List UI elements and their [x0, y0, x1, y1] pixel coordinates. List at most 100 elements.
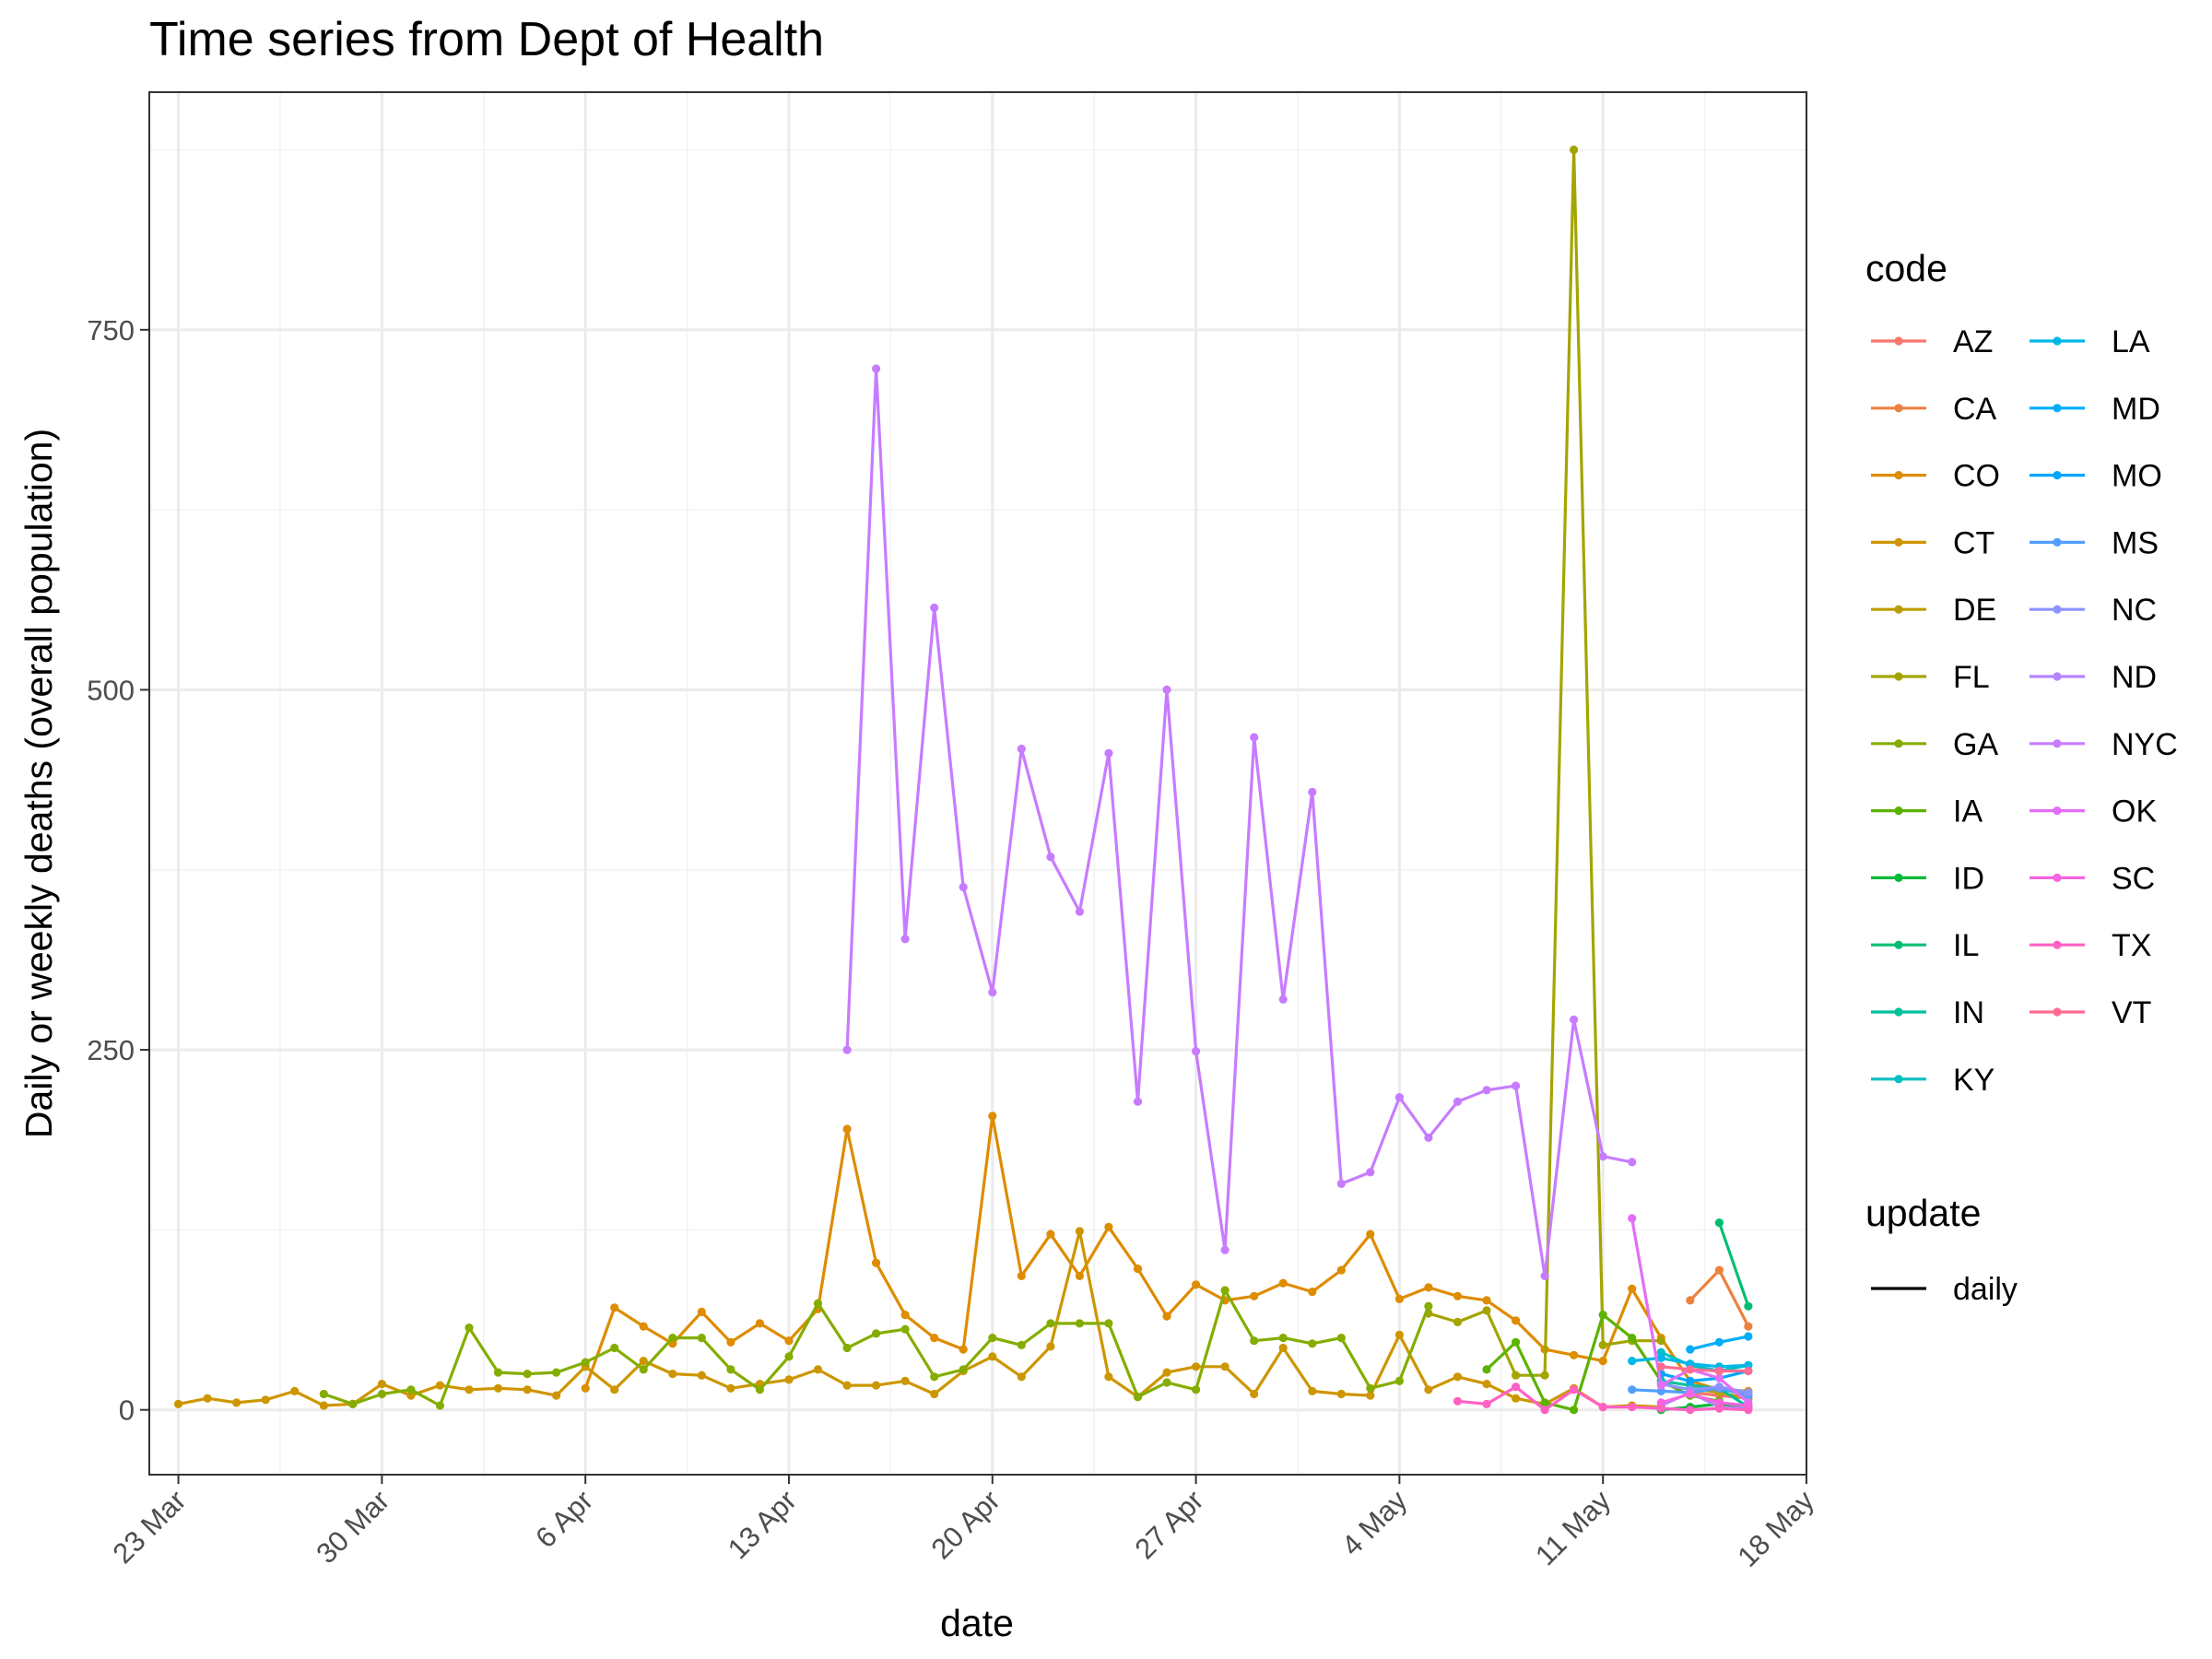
y-tick-label: 500 — [87, 674, 135, 706]
data-point-NYC — [900, 935, 910, 944]
data-point-CT — [988, 1352, 997, 1361]
data-point-MS — [1656, 1386, 1665, 1395]
data-point-TX — [1714, 1404, 1724, 1413]
legend-key-point — [1894, 806, 1903, 816]
legend-key-point — [1894, 605, 1903, 614]
data-point-TX — [1482, 1399, 1491, 1408]
data-point-CA — [1714, 1265, 1724, 1275]
series-lines — [173, 145, 1753, 1415]
data-point-CO — [639, 1322, 648, 1331]
data-point-GA — [697, 1334, 706, 1343]
data-point-NYC — [930, 603, 939, 613]
x-tick-label: 30 Mar — [310, 1484, 395, 1570]
data-point-GA — [1394, 1376, 1404, 1385]
series-CO — [581, 1112, 1753, 1395]
data-point-CT — [1366, 1391, 1375, 1400]
data-point-CT — [232, 1398, 241, 1407]
data-point-CT — [1308, 1386, 1317, 1395]
data-point-CT — [1250, 1389, 1259, 1399]
data-point-CO — [1162, 1312, 1171, 1321]
legend-label-VT: VT — [2112, 995, 2151, 1030]
data-point-CT — [261, 1395, 270, 1405]
series-MD — [1686, 1332, 1753, 1354]
data-point-CT — [639, 1357, 648, 1366]
data-point-GA — [1424, 1301, 1433, 1311]
legend-key-point — [2053, 739, 2062, 748]
data-point-CT — [900, 1376, 910, 1385]
data-point-GA — [610, 1343, 619, 1353]
data-point-GA — [668, 1334, 677, 1343]
data-point-GA — [1162, 1378, 1171, 1387]
data-point-TX — [1598, 1403, 1607, 1412]
data-point-CO — [1075, 1271, 1084, 1280]
data-point-NYC — [1366, 1168, 1375, 1177]
data-point-CT — [1453, 1372, 1463, 1382]
data-point-FL — [1540, 1371, 1549, 1380]
data-point-GA — [1336, 1334, 1346, 1343]
data-point-CO — [1104, 1222, 1113, 1231]
data-point-CT — [842, 1381, 852, 1390]
data-point-MO — [1686, 1376, 1695, 1385]
data-point-VT — [1714, 1366, 1724, 1376]
data-point-CO — [988, 1112, 997, 1121]
legend-label-MS: MS — [2112, 525, 2159, 560]
series-line-IL — [1717, 1222, 1750, 1307]
data-point-NYC — [1220, 1245, 1230, 1254]
data-point-CT — [493, 1383, 503, 1393]
data-point-GA — [1104, 1319, 1113, 1328]
data-point-GA — [872, 1329, 881, 1338]
data-point-GA — [465, 1324, 474, 1333]
data-point-TX — [1744, 1406, 1753, 1415]
data-point-GA — [493, 1368, 503, 1377]
series-line-CT — [178, 1230, 1662, 1409]
data-point-CA — [1744, 1322, 1753, 1331]
data-point-FL — [1453, 1317, 1463, 1326]
legend-label-AZ: AZ — [1953, 324, 1993, 359]
legend-key-point — [2053, 806, 2062, 816]
data-point-CO — [1250, 1291, 1259, 1300]
data-point-CO — [1512, 1316, 1521, 1325]
legend-label-DE: DE — [1953, 593, 1996, 628]
series-VT — [1656, 1362, 1753, 1376]
data-point-CO — [1133, 1265, 1143, 1274]
data-point-TX — [1512, 1382, 1521, 1392]
legend-label-CA: CA — [1953, 392, 1997, 427]
data-point-IA — [1628, 1334, 1637, 1343]
legend-label-NYC: NYC — [2112, 727, 2178, 762]
data-point-CO — [610, 1303, 619, 1312]
data-point-LA — [1628, 1357, 1637, 1366]
series-NYC — [842, 364, 1637, 1280]
data-point-CO — [784, 1336, 794, 1346]
data-point-OK — [1714, 1373, 1724, 1382]
legend-label-MO: MO — [2112, 459, 2162, 494]
legend-key-point — [2053, 1007, 2062, 1017]
series-line-FL — [1428, 147, 1662, 1377]
y-tick-label: 750 — [87, 314, 135, 347]
data-point-GA — [319, 1389, 328, 1399]
data-point-SC — [1686, 1389, 1695, 1399]
data-point-VT — [1686, 1365, 1695, 1374]
data-point-FL — [1656, 1336, 1665, 1346]
data-point-CT — [1017, 1372, 1026, 1382]
legend-key-point — [1894, 404, 1903, 413]
legend-update-label: daily — [1953, 1272, 2018, 1307]
data-point-IA — [1512, 1337, 1521, 1347]
data-point-CT — [1104, 1372, 1113, 1382]
data-point-CT — [1075, 1227, 1084, 1236]
data-point-CO — [1046, 1230, 1055, 1239]
data-point-CO — [1017, 1271, 1026, 1280]
data-point-CT — [1220, 1362, 1230, 1371]
series-line-VT — [1661, 1365, 1748, 1373]
data-point-GA — [1075, 1319, 1084, 1328]
data-point-CO — [1453, 1291, 1463, 1300]
data-point-CO — [959, 1345, 968, 1354]
data-point-CT — [1424, 1385, 1433, 1394]
data-point-GA — [726, 1365, 735, 1374]
legend-label-CT: CT — [1953, 525, 1994, 560]
series-TX — [1453, 1382, 1753, 1415]
legend-key-point — [1894, 1007, 1903, 1017]
data-point-CT — [1192, 1362, 1201, 1371]
data-point-CT — [173, 1399, 183, 1408]
data-point-NYC — [1540, 1271, 1549, 1280]
